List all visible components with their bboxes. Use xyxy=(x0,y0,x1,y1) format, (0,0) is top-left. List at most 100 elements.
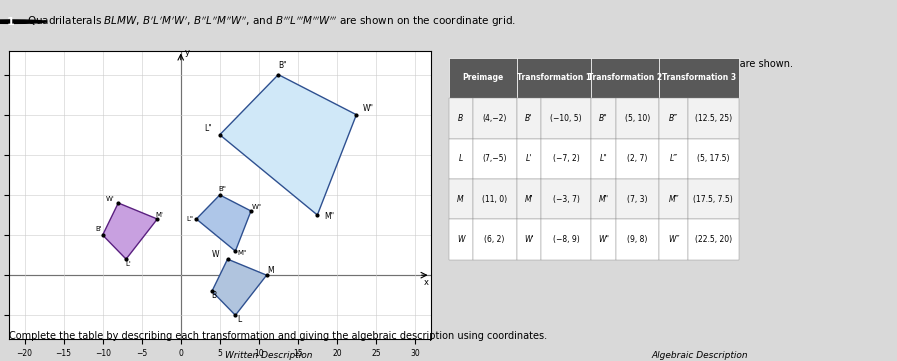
Text: (7,−5): (7,−5) xyxy=(483,155,507,163)
Text: (12.5, 25): (12.5, 25) xyxy=(695,114,732,123)
Text: Preimage: Preimage xyxy=(462,74,503,82)
FancyBboxPatch shape xyxy=(591,139,615,179)
Text: (9, 8): (9, 8) xyxy=(627,235,648,244)
Text: L': L' xyxy=(126,261,131,266)
Text: W': W' xyxy=(106,196,115,201)
Text: L': L' xyxy=(526,155,532,163)
FancyBboxPatch shape xyxy=(517,98,541,139)
Text: M': M' xyxy=(525,195,533,204)
Text: y: y xyxy=(185,48,189,57)
Text: (22.5, 20): (22.5, 20) xyxy=(695,235,732,244)
Text: Quadrilaterals $BLMW$, $B'L'M'W'$, $B''L''M''W''$, and $B'''L'''M'''W'''$ are sh: Quadrilaterals $BLMW$, $B'L'M'W'$, $B''L… xyxy=(27,14,516,29)
Text: (−7, 2): (−7, 2) xyxy=(553,155,579,163)
FancyBboxPatch shape xyxy=(659,98,688,139)
Text: B": B" xyxy=(599,114,608,123)
FancyBboxPatch shape xyxy=(615,98,659,139)
Text: (2, 7): (2, 7) xyxy=(627,155,648,163)
FancyBboxPatch shape xyxy=(659,179,688,219)
FancyBboxPatch shape xyxy=(591,219,615,260)
FancyBboxPatch shape xyxy=(659,58,738,98)
FancyBboxPatch shape xyxy=(615,179,659,219)
FancyBboxPatch shape xyxy=(688,179,738,219)
FancyBboxPatch shape xyxy=(541,98,591,139)
Text: M": M" xyxy=(598,195,608,204)
Text: W": W" xyxy=(252,204,262,210)
Text: Transformation 3: Transformation 3 xyxy=(662,74,736,82)
FancyBboxPatch shape xyxy=(591,58,659,98)
Text: W: W xyxy=(457,235,465,244)
FancyBboxPatch shape xyxy=(473,219,517,260)
Text: W": W" xyxy=(598,235,609,244)
FancyBboxPatch shape xyxy=(448,179,473,219)
FancyBboxPatch shape xyxy=(517,58,591,98)
Text: (−10, 5): (−10, 5) xyxy=(550,114,582,123)
Text: (17.5, 7.5): (17.5, 7.5) xyxy=(693,195,733,204)
FancyBboxPatch shape xyxy=(541,139,591,179)
FancyBboxPatch shape xyxy=(448,58,517,98)
FancyBboxPatch shape xyxy=(688,98,738,139)
Text: Algebraic Description: Algebraic Description xyxy=(651,351,748,360)
Text: B': B' xyxy=(95,226,102,232)
Text: (−3, 7): (−3, 7) xyxy=(553,195,579,204)
Text: M: M xyxy=(457,195,464,204)
FancyBboxPatch shape xyxy=(659,139,688,179)
Text: (7, 3): (7, 3) xyxy=(627,195,648,204)
Text: Complete the table by describing each transformation and giving the algebraic de: Complete the table by describing each tr… xyxy=(9,331,547,341)
Text: L": L" xyxy=(599,155,607,163)
FancyBboxPatch shape xyxy=(541,179,591,219)
Text: W: W xyxy=(212,250,220,259)
Text: B: B xyxy=(458,114,463,123)
Polygon shape xyxy=(212,259,266,315)
FancyBboxPatch shape xyxy=(517,219,541,260)
Text: M": M" xyxy=(237,250,246,256)
FancyBboxPatch shape xyxy=(591,179,615,219)
Text: L": L" xyxy=(187,216,194,222)
FancyBboxPatch shape xyxy=(473,139,517,179)
Text: x: x xyxy=(424,278,429,287)
Text: 1: 1 xyxy=(7,17,14,27)
Text: B': B' xyxy=(525,114,533,123)
FancyBboxPatch shape xyxy=(541,219,591,260)
Text: Transformation 2: Transformation 2 xyxy=(588,74,663,82)
Polygon shape xyxy=(220,75,356,215)
FancyBboxPatch shape xyxy=(473,98,517,139)
FancyBboxPatch shape xyxy=(448,219,473,260)
FancyBboxPatch shape xyxy=(473,179,517,219)
FancyBboxPatch shape xyxy=(517,179,541,219)
FancyBboxPatch shape xyxy=(688,219,738,260)
Polygon shape xyxy=(102,203,157,259)
Text: W": W" xyxy=(362,104,374,113)
Text: B": B" xyxy=(218,186,226,192)
Text: M': M' xyxy=(156,212,163,218)
FancyBboxPatch shape xyxy=(615,219,659,260)
Text: B: B xyxy=(212,291,217,300)
Text: L: L xyxy=(237,315,241,324)
FancyBboxPatch shape xyxy=(448,98,473,139)
Text: L‴: L‴ xyxy=(670,155,678,163)
FancyBboxPatch shape xyxy=(517,139,541,179)
Text: Written Description: Written Description xyxy=(225,351,313,360)
Text: L": L" xyxy=(205,124,212,133)
Text: B‴: B‴ xyxy=(669,114,678,123)
FancyBboxPatch shape xyxy=(615,139,659,179)
Text: (4,−2): (4,−2) xyxy=(483,114,507,123)
FancyBboxPatch shape xyxy=(448,139,473,179)
Text: The coordinates of the preimage and each transformation are shown.: The coordinates of the preimage and each… xyxy=(453,59,793,69)
FancyBboxPatch shape xyxy=(688,139,738,179)
FancyBboxPatch shape xyxy=(659,219,688,260)
Text: W': W' xyxy=(524,235,534,244)
Text: (−8, 9): (−8, 9) xyxy=(553,235,579,244)
Text: M: M xyxy=(267,266,274,275)
Text: (11, 0): (11, 0) xyxy=(482,195,507,204)
Text: Transformation 1: Transformation 1 xyxy=(517,74,591,82)
Text: L: L xyxy=(458,155,463,163)
Circle shape xyxy=(0,20,47,23)
Polygon shape xyxy=(196,195,251,251)
Text: M‴: M‴ xyxy=(668,195,679,204)
Text: (6, 2): (6, 2) xyxy=(484,235,505,244)
Text: (5, 10): (5, 10) xyxy=(625,114,650,123)
Text: W‴: W‴ xyxy=(668,235,680,244)
Text: M": M" xyxy=(324,212,334,221)
FancyBboxPatch shape xyxy=(591,98,615,139)
Text: B": B" xyxy=(278,61,286,70)
